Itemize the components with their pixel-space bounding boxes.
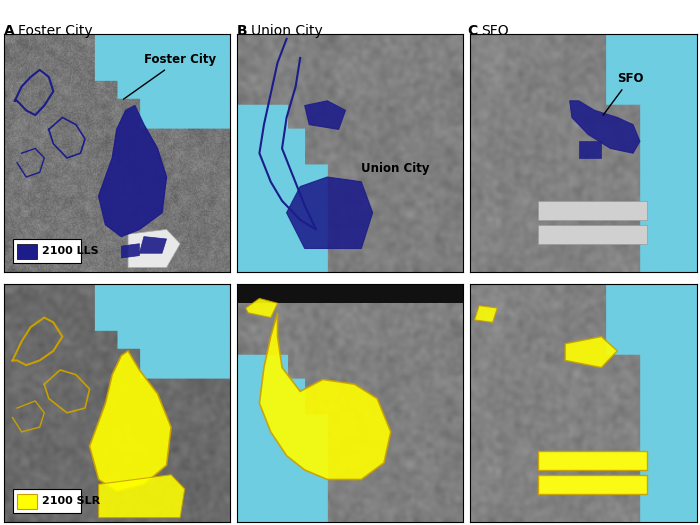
Polygon shape: [90, 351, 171, 491]
Bar: [17, 244, 38, 259]
Polygon shape: [260, 313, 391, 479]
Text: Foster City: Foster City: [18, 24, 92, 38]
Polygon shape: [538, 475, 647, 494]
Polygon shape: [538, 451, 647, 470]
Text: SFO: SFO: [482, 24, 509, 38]
Text: A: A: [4, 24, 14, 38]
Polygon shape: [139, 237, 167, 253]
Polygon shape: [99, 475, 185, 518]
Polygon shape: [565, 337, 617, 368]
Text: C: C: [468, 24, 478, 38]
Polygon shape: [538, 451, 647, 470]
Text: 2100 LLS: 2100 LLS: [42, 246, 99, 256]
Bar: [17, 494, 38, 509]
Text: Union City: Union City: [361, 162, 430, 175]
Polygon shape: [579, 141, 601, 158]
Text: 2100 SLR: 2100 SLR: [42, 496, 100, 506]
Polygon shape: [538, 475, 647, 494]
Polygon shape: [538, 201, 647, 220]
Polygon shape: [475, 306, 497, 322]
Polygon shape: [121, 244, 139, 258]
Polygon shape: [286, 177, 372, 248]
Text: Union City: Union City: [251, 24, 322, 38]
Polygon shape: [99, 106, 167, 237]
Polygon shape: [237, 284, 463, 303]
Text: B: B: [237, 24, 247, 38]
Bar: [13, 239, 80, 263]
Polygon shape: [570, 101, 640, 153]
Polygon shape: [246, 299, 277, 318]
Polygon shape: [304, 101, 346, 129]
Polygon shape: [128, 229, 180, 268]
Text: Foster City: Foster City: [123, 52, 216, 99]
Bar: [13, 489, 80, 513]
Text: SFO: SFO: [603, 72, 644, 116]
Polygon shape: [538, 225, 647, 244]
